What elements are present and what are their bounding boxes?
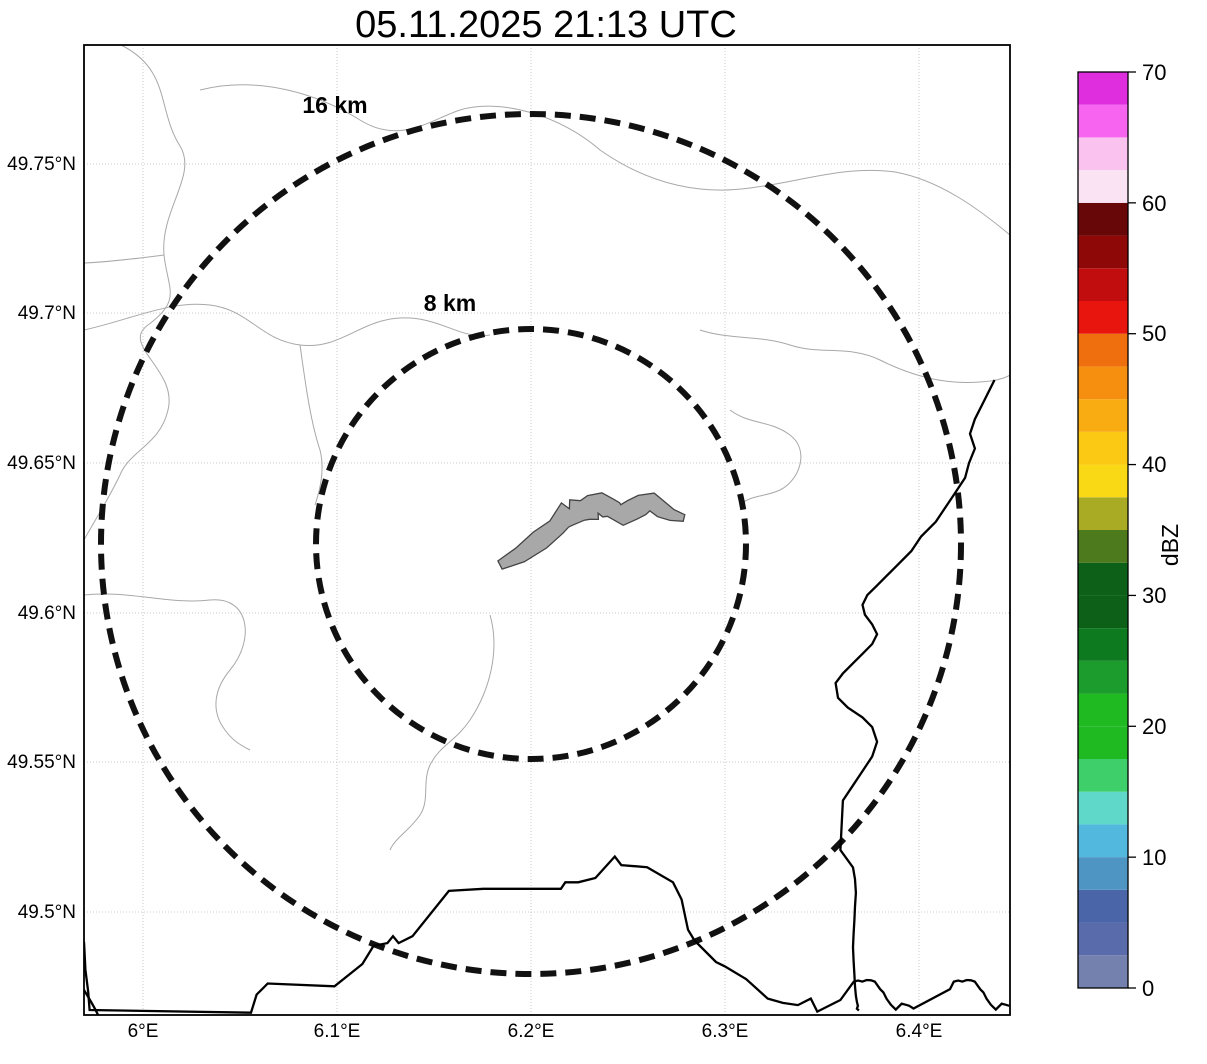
svg-text:49.7°N: 49.7°N bbox=[18, 303, 76, 324]
svg-text:10: 10 bbox=[1142, 845, 1166, 870]
svg-text:40: 40 bbox=[1142, 452, 1166, 477]
svg-text:6.2°E: 6.2°E bbox=[508, 1021, 555, 1042]
svg-text:60: 60 bbox=[1142, 191, 1166, 216]
svg-text:70: 70 bbox=[1142, 60, 1166, 85]
svg-text:dBZ: dBZ bbox=[1157, 524, 1183, 566]
svg-text:49.5°N: 49.5°N bbox=[18, 902, 76, 923]
svg-text:16 km: 16 km bbox=[302, 92, 367, 118]
svg-text:05.11.2025 21:13 UTC: 05.11.2025 21:13 UTC bbox=[355, 4, 737, 46]
svg-text:49.75°N: 49.75°N bbox=[7, 154, 76, 175]
svg-text:8 km: 8 km bbox=[424, 290, 476, 316]
svg-text:49.6°N: 49.6°N bbox=[18, 603, 76, 624]
svg-text:6.3°E: 6.3°E bbox=[702, 1021, 749, 1042]
svg-text:6°E: 6°E bbox=[128, 1021, 159, 1042]
svg-text:49.65°N: 49.65°N bbox=[7, 453, 76, 474]
svg-text:6.1°E: 6.1°E bbox=[314, 1021, 361, 1042]
svg-text:49.55°N: 49.55°N bbox=[7, 752, 76, 773]
svg-text:50: 50 bbox=[1142, 321, 1166, 346]
svg-text:20: 20 bbox=[1142, 714, 1166, 739]
svg-text:6.4°E: 6.4°E bbox=[896, 1021, 943, 1042]
svg-text:0: 0 bbox=[1142, 976, 1154, 1001]
svg-text:30: 30 bbox=[1142, 583, 1166, 608]
